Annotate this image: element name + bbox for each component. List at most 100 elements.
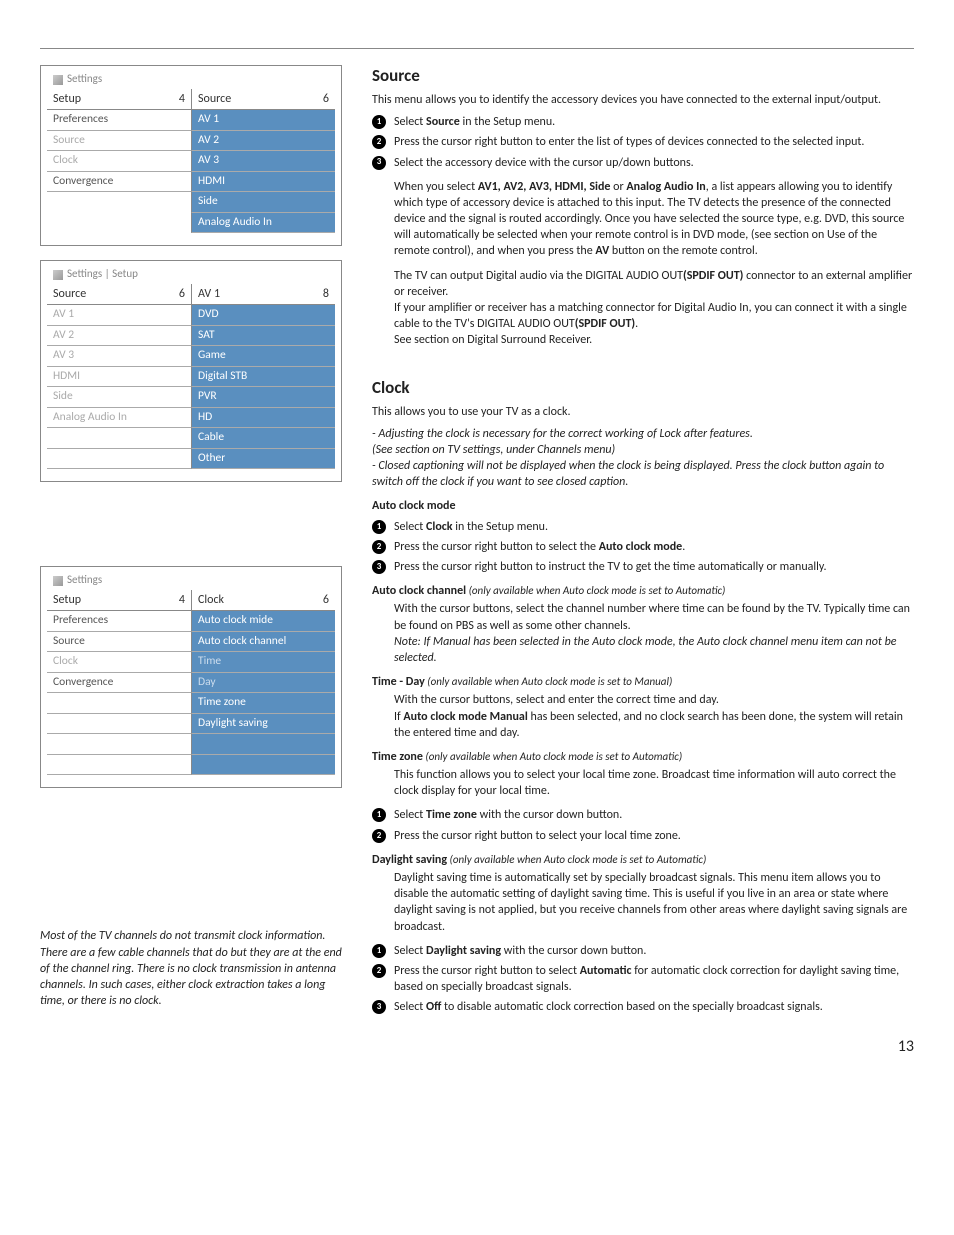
col-num: 4 — [179, 592, 185, 608]
menu-panel-source: Settings Setup 4 Preferences Source Cloc… — [40, 65, 342, 246]
t: Select — [394, 808, 426, 822]
menu-item: Day — [191, 673, 335, 694]
step-num-icon: 3 — [372, 560, 386, 574]
menu-item: . — [47, 734, 191, 755]
clock-ital1: - Adjusting the clock is necessary for t… — [372, 426, 914, 442]
clock-title: Clock — [372, 377, 914, 400]
menu-item: . — [47, 693, 191, 714]
td-p1: With the cursor buttons, select and ente… — [394, 692, 914, 708]
menu-item: AV 2 — [47, 326, 191, 347]
clock-note: Most of the TV channels do not transmit … — [40, 928, 342, 1009]
t: Press the cursor right button to select … — [394, 540, 599, 554]
clock-ital3: - Closed captioning will not be displaye… — [372, 458, 914, 490]
menu-item: Convergence — [47, 673, 191, 694]
t: in the Setup menu. — [453, 520, 548, 534]
t: If — [394, 710, 403, 724]
step: 2Press the cursor right button to enter … — [372, 134, 914, 150]
col-title: AV 1 — [198, 286, 220, 302]
t: AV1, AV2, AV3, HDMI, Side — [478, 180, 611, 194]
col-title: Setup — [53, 91, 81, 107]
step: 2 Press the cursor right button to select… — [372, 828, 914, 844]
t: Select — [394, 1000, 426, 1014]
t: Off — [426, 1000, 441, 1014]
menu-item: Side — [191, 192, 335, 213]
menu-item: Analog Audio In — [47, 408, 191, 429]
menu-item: Source — [47, 632, 191, 653]
source-para-d: See section on Digital Surround Receiver… — [394, 332, 914, 348]
col-header: Source 6 — [47, 284, 191, 305]
tz-head: Time zone (only available when Auto cloc… — [372, 749, 914, 765]
tz-steps: 1Select Time zone with the cursor down b… — [372, 807, 914, 843]
col-title: Source — [53, 286, 86, 302]
t: If your amplifier or receiver has a matc… — [394, 301, 907, 331]
t: in the Setup menu. — [460, 115, 555, 129]
t: (SPDIF OUT) — [575, 317, 635, 331]
t: AV — [595, 244, 609, 258]
t: Select — [394, 520, 426, 534]
menu-item: AV 2 — [191, 131, 335, 152]
t: Auto clock channel — [372, 584, 466, 598]
step-num-icon: 1 — [372, 115, 386, 129]
t: Time zone — [426, 808, 477, 822]
t: with the cursor down button. — [477, 808, 622, 822]
source-para-b: The TV can output Digital audio via the … — [394, 268, 914, 300]
t: Select — [394, 115, 426, 129]
menu-item: Side — [47, 387, 191, 408]
menu-item: DVD — [191, 305, 335, 326]
menu-item: Auto clock channel — [191, 632, 335, 653]
t: . — [682, 540, 685, 554]
menu-item: Auto clock mide — [191, 611, 335, 632]
menu-item: Cable — [191, 428, 335, 449]
tz-p1: This function allows you to select your … — [394, 767, 914, 799]
menu-item: AV 3 — [47, 346, 191, 367]
clock-ital2: (See section on TV settings, under Chann… — [372, 442, 914, 458]
menu-item: AV 1 — [47, 305, 191, 326]
menu-item: HDMI — [191, 172, 335, 193]
source-steps: 1 Select Source in the Setup menu. 2Press… — [372, 114, 914, 171]
td-p2: If Auto clock mode Manual has been selec… — [394, 709, 914, 741]
clock-intro: This allows you to use your TV as a cloc… — [372, 404, 914, 420]
menu-item: . — [47, 714, 191, 735]
t: Automatic — [580, 964, 632, 978]
step-num-icon: 2 — [372, 829, 386, 843]
breadcrumb: Settings — [67, 72, 335, 87]
col-num: 6 — [323, 592, 329, 608]
menu-item: SAT — [191, 326, 335, 347]
t: (SPDIF OUT) — [683, 269, 743, 283]
col-num: 4 — [179, 91, 185, 107]
t: Press the cursor right button to enter t… — [394, 135, 864, 149]
t: (only available when Auto clock mode is … — [423, 750, 682, 763]
t: Press the cursor right button to select … — [394, 829, 681, 843]
menu-item: HD — [191, 408, 335, 429]
source-para-a: When you select AV1, AV2, AV3, HDMI, Sid… — [394, 179, 914, 260]
col-header: AV 1 8 — [191, 284, 335, 305]
source-para-c: If your amplifier or receiver has a matc… — [394, 300, 914, 332]
t: with the cursor down button. — [501, 944, 646, 958]
step: 1Select Clock in the Setup menu. — [372, 519, 914, 535]
menu-item: AV 3 — [191, 151, 335, 172]
menu-item: . — [47, 428, 191, 449]
left-column: Settings Setup 4 Preferences Source Cloc… — [40, 65, 342, 1024]
t: or — [610, 180, 626, 194]
step: 3 Select Off to disable automatic clock c… — [372, 999, 914, 1015]
t: Daylight saving — [372, 853, 447, 867]
step: 1Select Daylight saving with the cursor … — [372, 943, 914, 959]
menu-item: Analog Audio In — [191, 213, 335, 234]
col-header: Setup 4 — [47, 89, 191, 110]
menu-item: . — [191, 755, 335, 776]
ds-p1: Daylight saving time is automatically se… — [394, 870, 914, 935]
menu-item: Preferences — [47, 110, 191, 131]
t: Time zone — [372, 750, 423, 764]
t: Select the accessory device with the cur… — [394, 156, 694, 170]
t: to disable automatic clock correction ba… — [441, 1000, 822, 1014]
t: (only available when Auto clock mode is … — [466, 584, 725, 597]
t: Source — [426, 115, 460, 129]
menu-item: Time zone — [191, 693, 335, 714]
top-rule — [40, 48, 914, 49]
step-num-icon: 3 — [372, 1000, 386, 1014]
source-intro: This menu allows you to identify the acc… — [372, 92, 914, 108]
menu-item: Game — [191, 346, 335, 367]
menu-item: . — [191, 734, 335, 755]
menu-item: Convergence — [47, 172, 191, 193]
menu-item: Other — [191, 449, 335, 470]
